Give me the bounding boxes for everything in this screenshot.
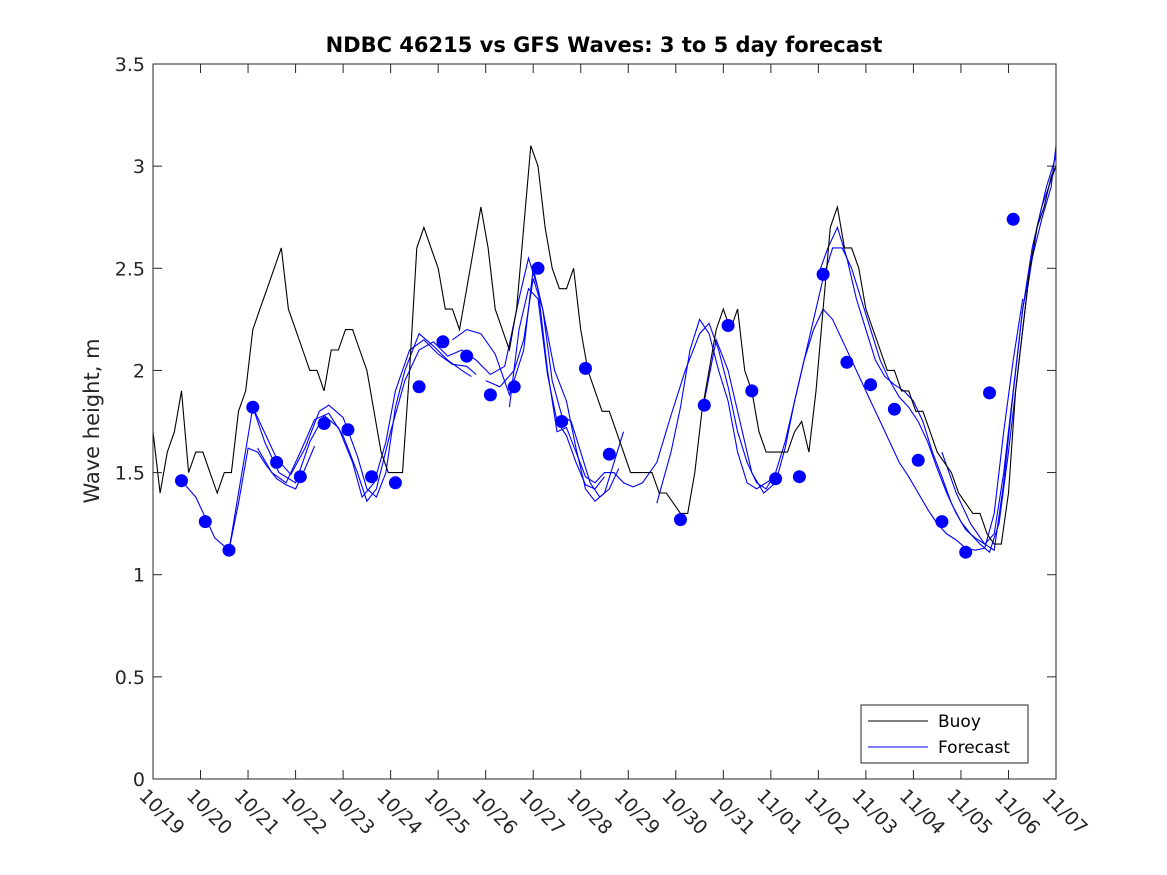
forecast-point-14 [483, 388, 497, 402]
forecast-point-21 [697, 398, 711, 412]
legend-forecast-label: Forecast [938, 738, 1010, 758]
y-tick-label-2: 1 [133, 565, 145, 587]
marker-layer [175, 212, 1020, 559]
forecast-point-32 [959, 545, 973, 559]
forecast-point-23 [745, 384, 759, 398]
forecast-point-27 [840, 355, 854, 369]
forecast-point-33 [983, 386, 996, 400]
y-tick-label-4: 2 [133, 360, 145, 382]
forecast-point-16 [531, 261, 545, 275]
forecast-line-6 [485, 278, 625, 502]
forecast-point-7 [317, 417, 331, 430]
forecast-line-11 [941, 145, 1057, 552]
forecast-point-8 [341, 423, 355, 437]
forecast-point-22 [721, 319, 735, 332]
forecast-point-26 [816, 267, 830, 281]
forecast-point-2 [198, 515, 212, 529]
legend-box [860, 704, 1029, 764]
forecast-line-5 [452, 268, 620, 498]
axes-box [152, 63, 1057, 780]
y-axis-label: Wave height, m [80, 338, 104, 503]
forecast-point-4 [246, 400, 260, 414]
forecast-line-2 [228, 332, 472, 551]
y-tick-label-0: 0 [133, 769, 145, 791]
forecast-point-19 [602, 447, 616, 461]
forecast-point-17 [555, 415, 569, 428]
forecast-point-31 [935, 515, 949, 529]
chart-title: NDBC 46215 vs GFS Waves: 3 to 5 day fore… [326, 33, 883, 57]
y-tick-label-6: 3 [133, 156, 145, 178]
forecast-point-15 [507, 380, 521, 394]
y-tick-label-5: 2.5 [115, 258, 145, 280]
forecast-point-34 [1006, 212, 1020, 226]
forecast-point-18 [579, 361, 592, 375]
series-layer [152, 145, 1057, 554]
buoy-line [152, 145, 1057, 545]
forecast-point-20 [674, 513, 687, 527]
forecast-point-30 [911, 453, 925, 467]
forecast-point-6 [293, 470, 307, 484]
forecast-point-24 [769, 472, 783, 486]
y-axis-ticks: 0 0.5 1 1.5 2 2.5 3 3.5 [115, 54, 1056, 791]
legend: Buoy Forecast [860, 704, 1029, 764]
y-tick-label-1: 0.5 [115, 667, 145, 689]
forecast-line-8 [656, 318, 776, 504]
forecast-point-9 [365, 470, 379, 484]
forecast-line-4 [257, 165, 1057, 545]
forecast-point-10 [388, 476, 402, 490]
forecast-point-25 [792, 470, 806, 484]
forecast-point-5 [270, 455, 284, 469]
legend-buoy-label: Buoy [938, 712, 981, 732]
forecast-line-9 [703, 298, 1024, 551]
plot-area [153, 64, 1056, 779]
forecast-point-13 [460, 349, 474, 363]
y-tick-label-7: 3.5 [115, 54, 145, 76]
forecast-line-3 [252, 339, 477, 499]
forecast-point-12 [436, 335, 450, 349]
forecast-point-1 [175, 474, 188, 488]
forecast-point-29 [887, 402, 901, 416]
forecast-point-28 [864, 378, 878, 392]
y-tick-label-3: 1.5 [115, 463, 145, 485]
forecast-point-11 [412, 380, 426, 394]
forecast-point-3 [222, 543, 236, 557]
